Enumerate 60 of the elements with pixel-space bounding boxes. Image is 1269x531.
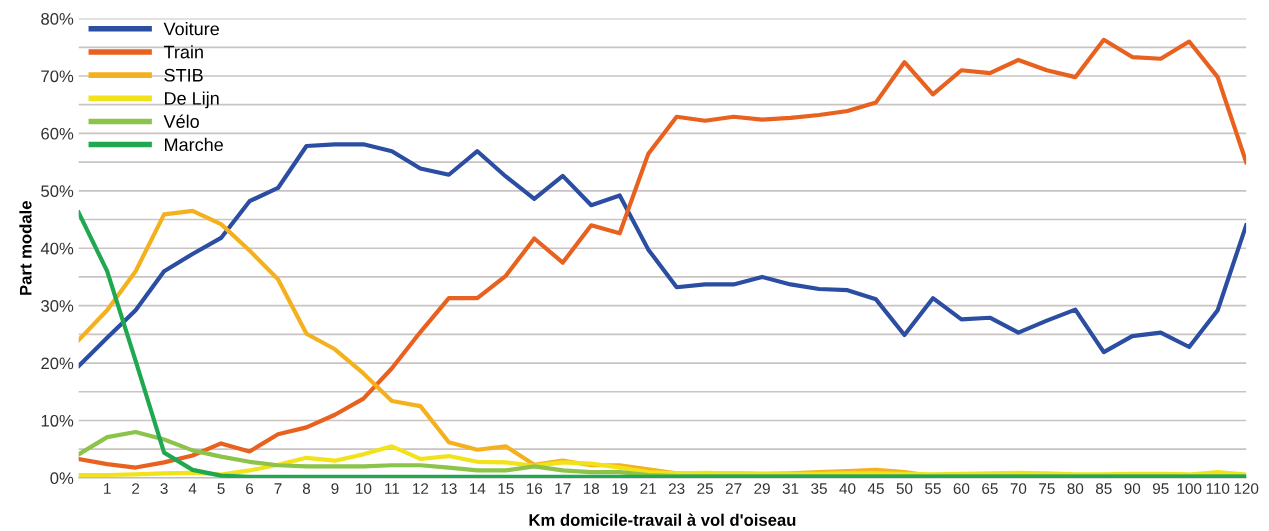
line-series (78, 210, 1247, 478)
y-tick-label: 20% (41, 357, 74, 370)
x-tick-label: 14 (470, 483, 486, 494)
x-tick-label: 6 (246, 483, 254, 494)
x-tick-label: 15 (498, 483, 514, 494)
x-tick-label: 11 (385, 483, 400, 494)
y-tick-label: 40% (40, 242, 74, 255)
x-tick-label: 120 (1234, 483, 1259, 494)
x-tick-label: 75 (1039, 483, 1055, 494)
x-tick-label: 7 (274, 483, 282, 494)
x-tick-label: 17 (555, 483, 571, 494)
x-axis-title: Km domicile-travail à vol d'oiseau (529, 513, 796, 526)
legend-label: De Lijn (165, 91, 219, 109)
legend-label: Train (163, 45, 203, 59)
x-tick-label: 8 (302, 483, 311, 494)
x-tick-label: 29 (754, 483, 770, 494)
x-tick-label: 9 (331, 483, 339, 494)
x-tick-label: 35 (811, 483, 827, 494)
legend-label: Voiture (163, 22, 219, 36)
x-tick-label: 10 (356, 483, 372, 494)
x-tick-label: 85 (1095, 483, 1112, 494)
x-tick-label: 19 (612, 483, 628, 494)
y-tick-label: 30% (41, 300, 74, 312)
x-tick-label: 45 (867, 483, 884, 494)
x-tick-label: 27 (725, 483, 742, 494)
x-tick-label: 40 (839, 483, 856, 494)
x-tick-label: 1 (104, 483, 111, 494)
x-tick-label: 55 (925, 483, 941, 494)
x-tick-label: 23 (668, 483, 685, 494)
x-tick-label: 16 (526, 483, 543, 494)
x-tick-label: 90 (1124, 483, 1141, 494)
y-tick-label: 70% (41, 70, 74, 83)
x-tick-label: 95 (1152, 483, 1169, 494)
x-tick-label: 100 (1177, 483, 1202, 494)
x-tick-label: 60 (953, 483, 970, 494)
legend-label: STIB (164, 68, 203, 82)
x-tick-label: 13 (441, 483, 457, 494)
x-tick-label: 25 (697, 483, 713, 494)
legend-label: Vélo (163, 114, 199, 128)
legend-label: Marche (165, 137, 223, 152)
line-series (78, 37, 1247, 470)
x-tick-label: 12 (413, 483, 429, 494)
y-tick-label: 60% (41, 127, 74, 140)
x-tick-label: 50 (896, 483, 913, 494)
y-tick-label: 10% (41, 414, 74, 427)
y-axis-title: Part modale (19, 201, 32, 295)
x-tick-label: 18 (583, 483, 600, 494)
x-tick-label: 5 (217, 483, 225, 494)
x-tick-label: 110 (1206, 483, 1230, 494)
y-tick-label: 50% (41, 185, 74, 198)
x-tick-label: 80 (1067, 483, 1084, 494)
y-tick-label: 80% (41, 12, 74, 25)
x-tick-label: 3 (160, 483, 168, 494)
x-tick-label: 70 (1010, 483, 1027, 494)
x-tick-label: 31 (782, 483, 799, 494)
y-tick-label: 0% (50, 472, 74, 485)
x-tick-label: 65 (982, 483, 998, 494)
x-tick-label: 4 (188, 483, 197, 494)
x-tick-label: 21 (640, 483, 656, 494)
x-tick-label: 2 (132, 483, 140, 494)
